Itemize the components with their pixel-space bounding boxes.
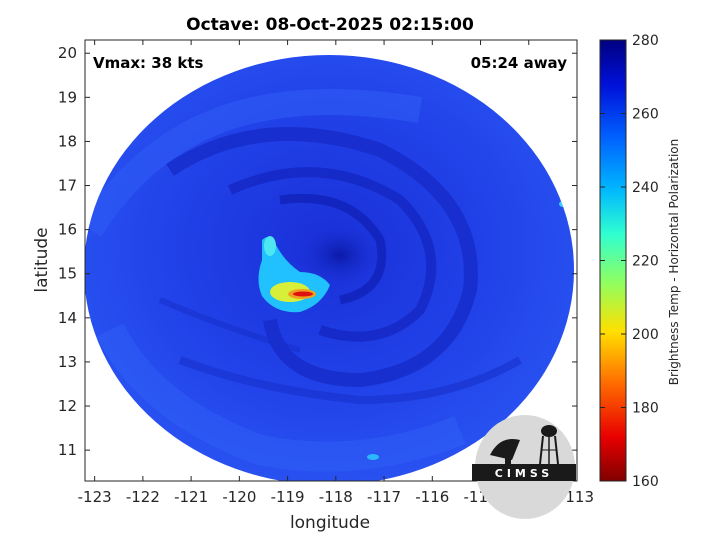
logo-text: CIMSS: [495, 467, 553, 480]
colorbar-tick-label: 160: [632, 474, 659, 490]
colorbar-label: Brightness Temp - Horizontal Polarizatio…: [667, 139, 681, 386]
x-tick-label: -118: [319, 488, 353, 506]
x-tick-label: -121: [174, 488, 208, 506]
cimss-logo: CIMSS: [472, 415, 576, 519]
colorbar-tick-label: 180: [632, 401, 659, 417]
axes-frame: [84, 39, 578, 482]
y-tick-label: 14: [58, 309, 77, 327]
chart-title: Octave: 08-Oct-2025 02:15:00: [186, 15, 474, 35]
y-tick-label: 16: [58, 221, 77, 239]
y-axis-label: latitude: [32, 227, 52, 292]
colorbar-tick-label: 260: [632, 107, 659, 123]
y-tick-label: 13: [58, 353, 77, 371]
y-tick-label: 11: [58, 441, 77, 459]
x-tick-label: -116: [415, 488, 449, 506]
y-tick-label: 18: [58, 132, 77, 150]
brightness-temp-swath: [85, 55, 574, 481]
y-tick-label: 12: [58, 397, 77, 415]
x-tick-label: -123: [78, 488, 112, 506]
y-axis-ticks: 20 19 18 17 16 15 14 13 12 11: [58, 44, 577, 459]
colorbar: 280 260 240 220 200 180 160 Brightness Temp - …: [599, 33, 681, 490]
colorbar-tick-label: 200: [632, 327, 659, 343]
y-tick-label: 15: [58, 265, 77, 283]
cold-core-red: [293, 291, 313, 297]
y-tick-label: 20: [58, 44, 77, 62]
y-tick-label: 19: [58, 88, 77, 106]
x-tick-label: -122: [126, 488, 160, 506]
time-away-annotation: 05:24 away: [471, 54, 568, 72]
colorbar-tick-label: 240: [632, 180, 659, 196]
colorbar-ticks: 280 260 240 220 200 180 160: [600, 33, 659, 490]
x-axis-label: longitude: [290, 513, 370, 533]
colorbar-tick-label: 220: [632, 254, 659, 270]
colorbar-tick-label: 280: [632, 33, 659, 49]
x-tick-label: -117: [367, 488, 401, 506]
vmax-annotation: Vmax: 38 kts: [93, 54, 203, 72]
y-tick-label: 17: [58, 177, 77, 195]
x-tick-label: -119: [271, 488, 305, 506]
x-tick-label: -120: [222, 488, 256, 506]
